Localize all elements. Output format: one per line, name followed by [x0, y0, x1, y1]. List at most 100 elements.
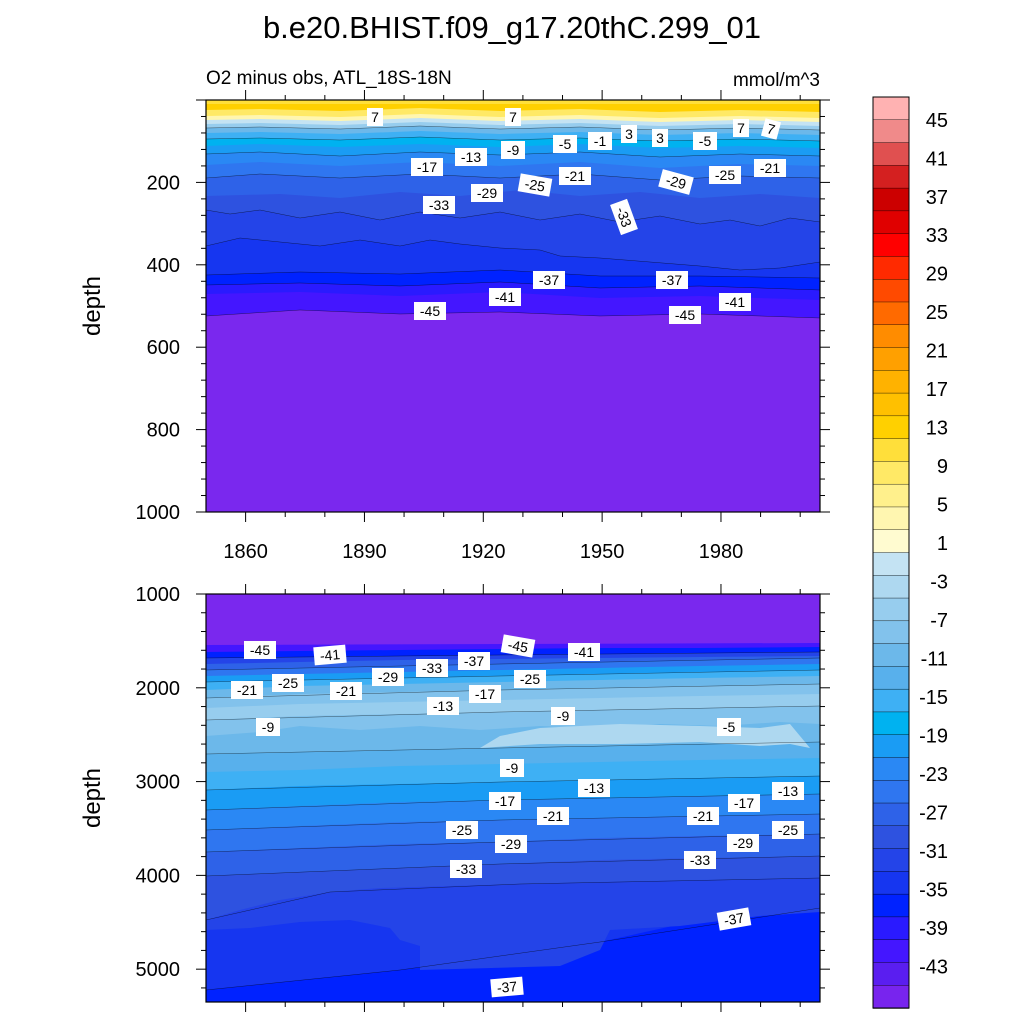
colorbar-label: 37 [926, 187, 948, 209]
contour-label-bg [709, 166, 741, 184]
colorbar-swatch [872, 461, 910, 485]
colorbar: 45 41 37 33 29 25 21 17 13 9 5 1 -3 -7 -11 -15 -19 -23 -27… [872, 96, 948, 1009]
x-tick-label: 1890 [342, 541, 387, 563]
contour-label-text: -5 [699, 133, 712, 149]
colorbar-swatch [872, 757, 910, 781]
contour-label-text: 7 [765, 120, 777, 138]
contour-label-bg [450, 860, 482, 878]
lower-contour-labels: -45 -41 -45 -41 -21 -25 -21 -29 -33 -37 -25 -17 -13 -… [231, 634, 804, 998]
contour-label: -21 [559, 167, 591, 185]
contour-label-bg [652, 129, 668, 147]
colorbar-swatch [872, 848, 910, 873]
contour-label: -1 [588, 132, 612, 150]
contour-label-bg [489, 792, 521, 810]
contour-label: -37 [656, 271, 688, 289]
contour-label-text: -33 [456, 861, 476, 877]
colorbar-swatch [872, 347, 910, 371]
contour-label-bg [423, 196, 455, 214]
contour-label-bg [495, 835, 527, 853]
contour-label-bg [684, 851, 716, 869]
colorbar-label: -3 [930, 572, 948, 594]
colorbar-label: -27 [919, 803, 948, 825]
contour-label: -33 [423, 196, 455, 214]
contour-label-bg [559, 167, 591, 185]
contour-label-bg [471, 184, 503, 202]
contour-label: -17 [469, 685, 501, 703]
colorbar-swatch [872, 370, 910, 394]
contour-label-text: -9 [506, 760, 519, 776]
contour-label-bg [505, 108, 521, 126]
upper-x-ticks: 1860 1890 1920 1950 1980 [223, 90, 801, 563]
contour-label-text: 7 [509, 109, 517, 125]
contour-label-text: -17 [734, 795, 754, 811]
colorbar-swatch [872, 324, 910, 349]
y-tick-label: 800 [147, 420, 180, 442]
colorbar-swatch [872, 233, 910, 258]
colorbar-label: 25 [926, 302, 948, 324]
contour-label: 7 [733, 119, 749, 137]
contour-label: -21 [754, 159, 786, 177]
colorbar-swatch [872, 529, 910, 554]
colorbar-swatch [872, 438, 910, 463]
contour-label: -25 [272, 674, 304, 692]
contour-label-text: -1 [594, 133, 607, 149]
contour-label: -13 [772, 782, 804, 800]
colorbar-swatch [872, 962, 910, 986]
contour-label-text: -17 [475, 686, 495, 702]
contour-label-bg [489, 288, 521, 306]
colorbar-swatch [872, 279, 910, 303]
contour-label-text: -21 [693, 808, 713, 824]
y-tick-label: 2000 [136, 678, 181, 700]
contour-label-text: -33 [422, 660, 442, 676]
contour-label-bg [717, 718, 741, 736]
contour-label-text: -33 [429, 197, 449, 213]
lower-ylabel: depth [79, 768, 106, 828]
y-tick-label: 1000 [136, 502, 181, 524]
contour-label-text: -45 [420, 303, 440, 319]
y-tick-label: 400 [147, 255, 180, 277]
colorbar-label: -39 [919, 918, 948, 940]
contour-label-bg [733, 119, 749, 137]
chart-subtitle: O2 minus obs, ATL_18S-18N [206, 68, 452, 89]
colorbar-label: 45 [926, 110, 948, 132]
y-tick-label: 1000 [136, 584, 181, 606]
contour-label-bg [330, 682, 362, 700]
contour-label-text: -21 [336, 683, 356, 699]
contour-label-bg [658, 169, 694, 195]
colorbar-label: -11 [921, 649, 948, 671]
contour-label-bg [772, 821, 804, 839]
x-tick-label: 1980 [699, 541, 744, 563]
lower-x-ticks [245, 584, 801, 1012]
contour-label: -9 [256, 718, 280, 736]
colorbar-frame [872, 96, 910, 1009]
upper-contour-labels: 7 77 7-5 -1 3 3 -5-9-13-17-21-25-29-25 -21-29-3… [367, 108, 786, 324]
colorbar-swatch [872, 688, 910, 713]
contour-label-bg [760, 118, 782, 140]
contour-label: -29 [471, 184, 503, 202]
contour-label: -21 [231, 681, 263, 699]
colorbar-swatch [872, 301, 910, 326]
contour-label: -41 [568, 643, 600, 661]
contour-label-bg [669, 306, 701, 324]
contour-label: -45 [500, 634, 536, 658]
contour-label-text: -29 [501, 836, 521, 852]
lower-contour-fill [206, 594, 820, 1002]
contour-label: -25 [517, 173, 553, 197]
colorbar-swatch [872, 483, 910, 508]
colorbar-swatch [872, 780, 910, 804]
contour-label: -9 [500, 759, 524, 777]
contour-label: -25 [514, 670, 546, 688]
contour-label-text: -37 [464, 653, 484, 669]
colorbar-label: -23 [919, 764, 948, 786]
contour-label-text: -5 [723, 719, 736, 735]
colorbar-label: -15 [919, 687, 948, 709]
colorbar-swatch [872, 256, 910, 280]
contour-label: 3 [652, 129, 668, 147]
contour-label: -41 [489, 288, 521, 306]
contour-label-bg [551, 707, 575, 725]
contour-label-bg [367, 108, 383, 126]
contour-label-bg [772, 782, 804, 800]
contour-label-bg [568, 643, 600, 661]
